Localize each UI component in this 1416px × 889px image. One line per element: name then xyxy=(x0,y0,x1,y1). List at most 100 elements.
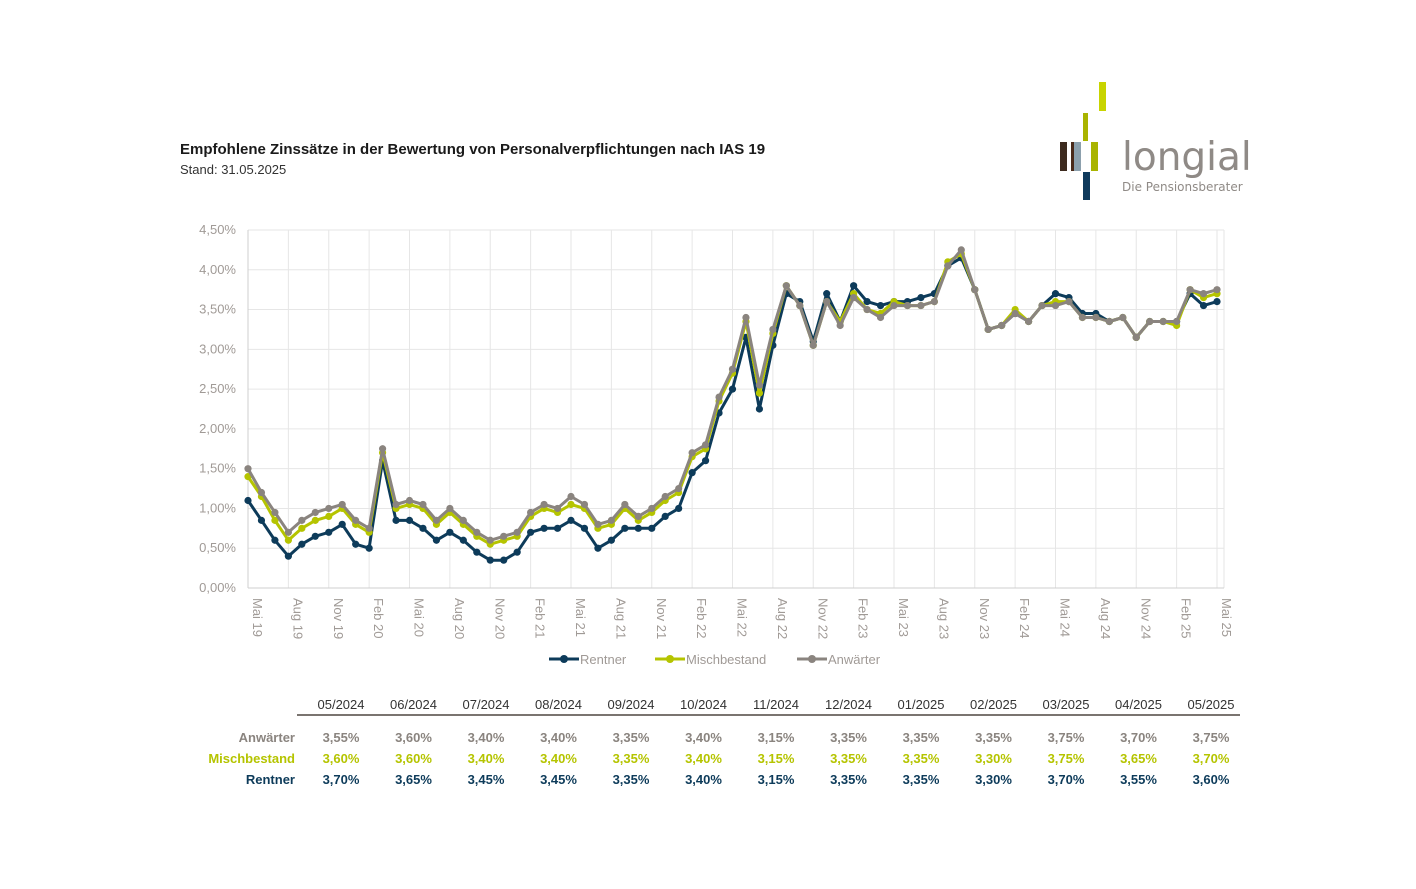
table-cell: 3,15% xyxy=(757,751,795,766)
table-cell: 3,70% xyxy=(1120,730,1157,745)
x-tick-label: Aug 22 xyxy=(775,598,790,639)
table-cell: 3,35% xyxy=(830,730,867,745)
data-point xyxy=(984,325,992,334)
legend-marker xyxy=(560,655,568,663)
data-point xyxy=(648,524,656,532)
data-point xyxy=(352,516,360,524)
x-tick-label: Feb 20 xyxy=(371,598,386,638)
y-tick-label: 2,00% xyxy=(199,421,236,436)
data-point xyxy=(1119,313,1127,322)
table-cell: 3,30% xyxy=(975,772,1012,787)
table-cell: 3,55% xyxy=(1120,772,1157,787)
longial-logo: longial Die Pensionsberater xyxy=(1056,82,1256,204)
x-tick-label: Aug 23 xyxy=(936,598,951,639)
data-point xyxy=(1159,317,1167,326)
data-point xyxy=(607,536,615,544)
data-point xyxy=(284,536,292,544)
x-tick-label: Nov 21 xyxy=(654,598,669,639)
table-cell: 3,35% xyxy=(612,730,650,745)
x-tick-label: Mai 24 xyxy=(1058,598,1073,637)
data-point xyxy=(405,516,414,524)
x-tick-label: Feb 24 xyxy=(1017,598,1032,638)
data-point xyxy=(782,282,790,290)
table-cell: 3,70% xyxy=(1192,751,1230,766)
data-point xyxy=(325,504,333,513)
chart-title: Empfohlene Zinssätze in der Bewertung vo… xyxy=(180,141,766,158)
table-row-label: Anwärter xyxy=(238,730,295,745)
data-point xyxy=(876,313,885,322)
data-point xyxy=(675,504,683,513)
data-point xyxy=(1092,313,1100,322)
summary-table: 05/2024 06/2024 07/2024 08/2024 09/2024 10/20… xyxy=(180,690,1240,800)
data-point xyxy=(1199,290,1208,298)
data-point xyxy=(648,504,656,513)
y-tick-label: 4,50% xyxy=(199,222,236,237)
x-tick-label: Aug 24 xyxy=(1098,598,1113,639)
legend-marker xyxy=(666,655,674,663)
data-point xyxy=(392,500,400,509)
logo-wordmark: longial xyxy=(1122,135,1252,180)
data-point xyxy=(621,524,629,532)
data-point xyxy=(580,524,589,532)
data-point xyxy=(1186,286,1194,294)
data-point xyxy=(419,524,427,532)
legend-label: Anwärter xyxy=(828,652,881,667)
data-point xyxy=(271,516,279,524)
data-point xyxy=(352,540,360,548)
table-cell: 3,45% xyxy=(540,772,577,787)
table-cell: 3,45% xyxy=(467,772,505,787)
table-column-header: 05/2025 xyxy=(1187,697,1235,712)
data-point xyxy=(769,325,777,334)
data-point xyxy=(500,556,508,564)
data-point xyxy=(634,524,642,532)
x-tick-label: Nov 23 xyxy=(977,598,992,639)
data-point xyxy=(527,528,535,536)
data-point xyxy=(513,528,521,536)
data-point xyxy=(661,512,669,521)
data-point xyxy=(1078,313,1087,322)
data-point xyxy=(553,524,562,532)
table-column-header: 05/2024 xyxy=(317,697,365,712)
x-tick-label: Aug 20 xyxy=(452,598,467,639)
legend-label: Rentner xyxy=(580,652,627,667)
table-cell: 3,40% xyxy=(540,730,577,745)
x-tick-label: Nov 19 xyxy=(331,598,346,639)
table-cell: 3,40% xyxy=(467,730,505,745)
table-column-header: 03/2025 xyxy=(1042,697,1090,712)
data-point xyxy=(244,465,252,473)
x-tick-label: Feb 25 xyxy=(1179,598,1194,638)
x-tick-label: Nov 22 xyxy=(815,598,830,639)
data-point xyxy=(540,500,548,509)
data-point xyxy=(311,532,319,540)
table-cell: 3,30% xyxy=(975,751,1012,766)
data-point xyxy=(621,500,629,509)
data-point xyxy=(1051,290,1060,298)
data-point xyxy=(284,552,292,560)
data-point xyxy=(271,536,279,544)
table-cell: 3,40% xyxy=(685,730,722,745)
data-point xyxy=(1024,317,1033,326)
data-point xyxy=(338,500,346,509)
data-point xyxy=(701,457,710,465)
series-anwärter xyxy=(244,246,1221,544)
data-point xyxy=(1011,309,1019,318)
table-cell: 3,35% xyxy=(902,751,940,766)
logo-bar-grey xyxy=(1074,142,1081,171)
logo-bar-olive-small xyxy=(1083,113,1088,141)
data-point xyxy=(863,298,871,306)
table-cell: 3,35% xyxy=(902,772,940,787)
logo-bar-darkbrown xyxy=(1071,142,1076,171)
data-point xyxy=(257,488,266,497)
data-point xyxy=(917,301,925,310)
table-row-label: Rentner xyxy=(245,772,295,787)
data-point xyxy=(594,520,602,528)
data-point xyxy=(998,321,1006,330)
table-cell: 3,75% xyxy=(1192,730,1230,745)
data-point xyxy=(971,286,979,294)
data-point xyxy=(607,516,615,524)
data-point xyxy=(365,524,373,532)
data-point xyxy=(823,290,831,298)
y-tick-label: 4,00% xyxy=(199,262,236,277)
table-cell: 3,55% xyxy=(322,730,360,745)
data-point xyxy=(580,500,589,509)
